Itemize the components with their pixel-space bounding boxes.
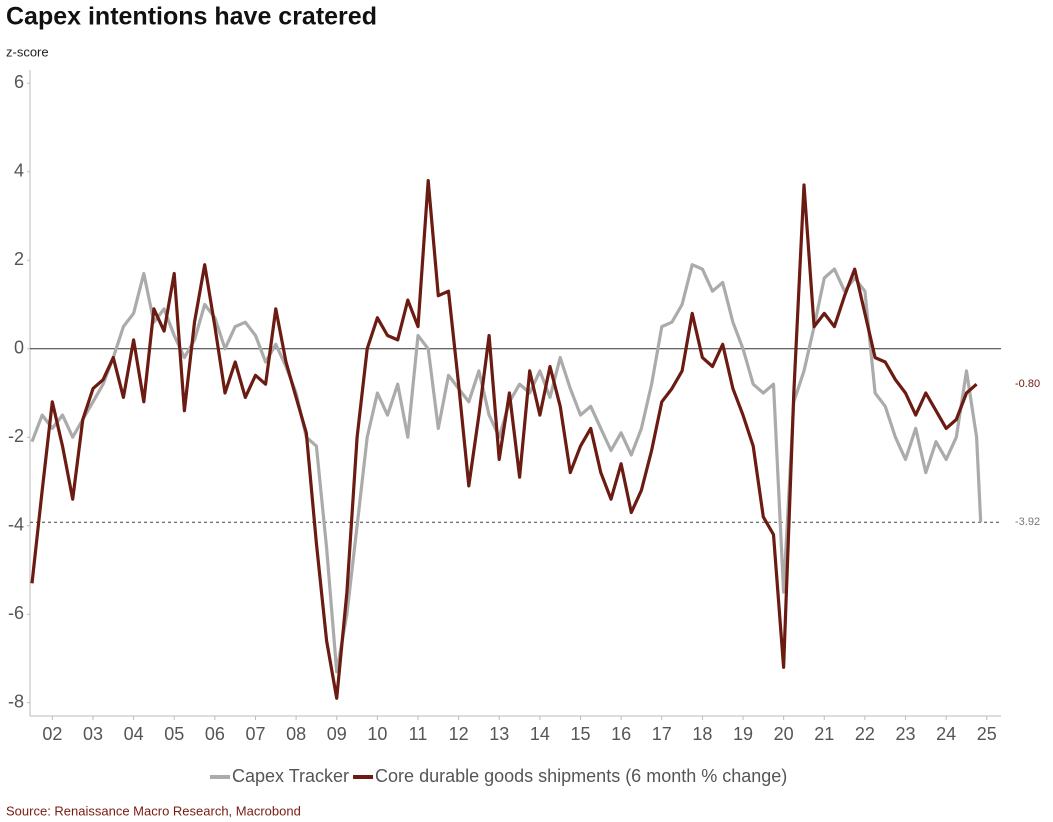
x-tick-label: 23	[896, 724, 916, 744]
y-tick-label: -4	[8, 514, 24, 534]
x-tick-label: 24	[936, 724, 956, 744]
x-tick-label: 05	[164, 724, 184, 744]
x-tick-label: 12	[449, 724, 469, 744]
x-tick-label: 16	[611, 724, 631, 744]
source: Source: Renaissance Macro Research, Macr…	[6, 803, 301, 818]
x-tick-label: 07	[245, 724, 265, 744]
y-tick-label: 4	[14, 161, 24, 181]
x-tick-label: 22	[855, 724, 875, 744]
x-tick-label: 13	[489, 724, 509, 744]
x-tick-label: 15	[570, 724, 590, 744]
y-tick-label: 0	[14, 338, 24, 358]
x-tick-label: 10	[367, 724, 387, 744]
x-tick-label: 25	[977, 724, 997, 744]
x-tick-label: 02	[42, 724, 62, 744]
x-tick-label: 03	[83, 724, 103, 744]
legend: Capex Tracker Core durable goods shipment…	[210, 766, 787, 786]
chart-title: Capex intentions have cratered	[6, 3, 377, 31]
y-tick-label: -2	[8, 426, 24, 446]
x-tick-label: 19	[733, 724, 753, 744]
y-tick-label: -6	[8, 603, 24, 623]
x-tick-label: 09	[327, 724, 347, 744]
annotation: -3.92	[1015, 516, 1040, 528]
y-tick-label: 6	[14, 72, 24, 92]
x-tick-label: 08	[286, 724, 306, 744]
x-tick-label: 21	[814, 724, 834, 744]
series-line	[30, 263, 983, 674]
y-axis-label: z-score	[6, 44, 49, 59]
y-tick-label: -8	[8, 691, 24, 711]
x-tick-label: 14	[530, 724, 550, 744]
x-tick-label: 17	[652, 724, 672, 744]
x-tick-label: 11	[409, 724, 428, 744]
x-tick-label: 06	[205, 724, 225, 744]
annotation: -0.80	[1015, 378, 1040, 390]
legend-label: Core durable goods shipments (6 month % …	[375, 766, 787, 786]
x-tick-label: 20	[774, 724, 794, 744]
legend-label: Capex Tracker	[232, 766, 349, 786]
y-tick-label: 2	[14, 249, 24, 269]
x-tick-label: 04	[124, 724, 144, 744]
x-tick-label: 18	[692, 724, 712, 744]
series-line	[30, 179, 978, 700]
